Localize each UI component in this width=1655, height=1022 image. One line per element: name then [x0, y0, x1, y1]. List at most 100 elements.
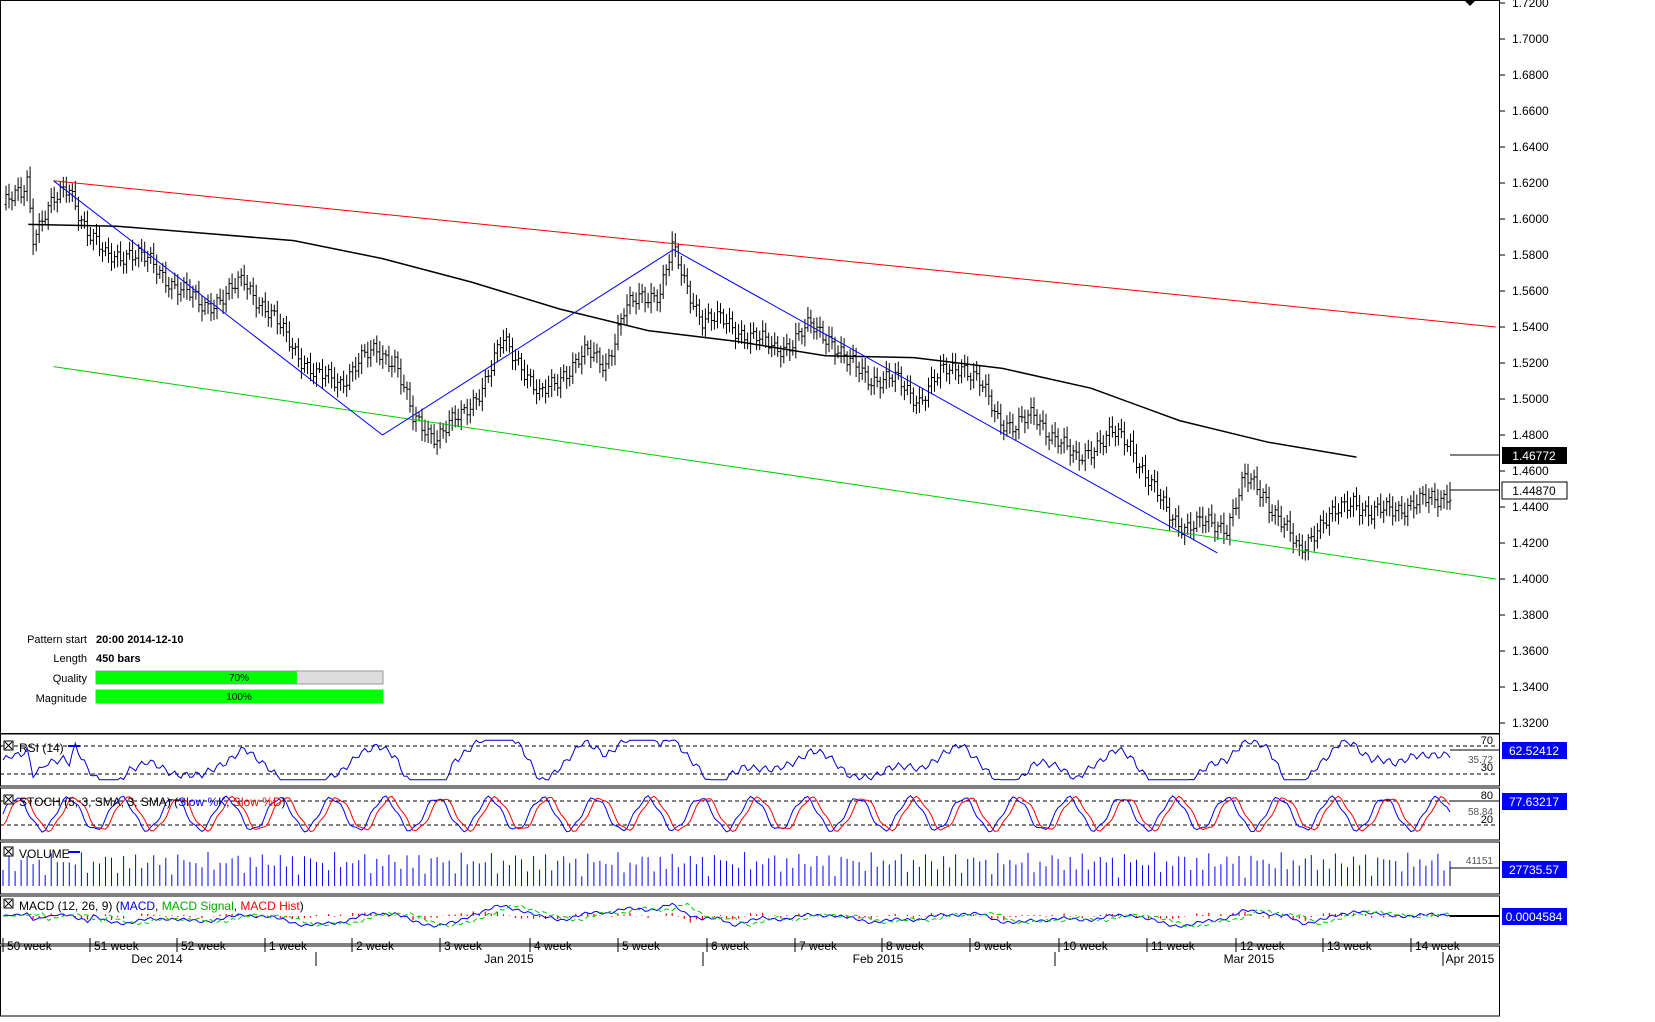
week-label: 10 week: [1063, 939, 1109, 953]
price-tick-label: 1.6800: [1512, 68, 1549, 82]
rsi-pane: RSI (14) 70 30 35.72 62.52412: [0, 735, 1567, 781]
price-tick-label: 1.4400: [1512, 500, 1549, 514]
volume-bars: [2, 852, 1451, 886]
macd-title-sep2: ,: [234, 899, 241, 913]
overlays-group: [28, 180, 1496, 580]
stoch-level-high: 80: [1481, 790, 1493, 802]
support-line: [53, 366, 1496, 580]
price-tick-label: 1.6400: [1512, 140, 1549, 154]
volume-value-label: 27735.57: [1509, 863, 1559, 877]
price-tick-label: 1.5000: [1512, 392, 1549, 406]
volume-close-cross-icon: [4, 847, 13, 856]
rsi-pane-frame: [0, 733, 1500, 787]
macd-title-suffix: ): [300, 899, 304, 913]
month-label: Apr 2015: [1446, 952, 1495, 966]
price-tick-label: 1.5200: [1512, 356, 1549, 370]
stoch-pane: STOCH (5, 3, SMA, 3, SMA) (Slow %K, Slow…: [0, 790, 1567, 833]
quality-bar-text: 70%: [229, 673, 249, 684]
macd-value-label: 0.0004584: [1506, 910, 1563, 924]
price-tick-label: 1.6000: [1512, 212, 1549, 226]
price-tick-label: 1.6600: [1512, 104, 1549, 118]
week-label: 3 week: [444, 939, 483, 953]
price-tick-label: 1.4200: [1512, 536, 1549, 550]
price-tick-label: 1.5600: [1512, 284, 1549, 298]
magnitude-bar-fill: [96, 690, 383, 703]
price-tick-label: 1.6200: [1512, 176, 1549, 190]
length-value: 450 bars: [96, 653, 141, 665]
price-tick-label: 1.5400: [1512, 320, 1549, 334]
stoch-k-line: [2, 795, 1451, 833]
week-label: 8 week: [886, 939, 925, 953]
macd-hist-label: MACD Hist: [240, 899, 300, 913]
week-label: 14 week: [1415, 939, 1461, 953]
rsi-close-cross-icon: [4, 741, 13, 750]
scroll-marker-icon[interactable]: [1464, 0, 1476, 6]
stoch-k-label: Slow %K: [178, 795, 226, 809]
macd-title-sep1: ,: [155, 899, 162, 913]
week-label: 1 week: [269, 939, 308, 953]
price-tick-label: 1.4800: [1512, 428, 1549, 442]
rsi-title: RSI (14): [19, 741, 64, 755]
magnitude-bar-text: 100%: [226, 692, 252, 703]
rsi-value-label: 62.52412: [1509, 744, 1559, 758]
macd-pane: MACD (12, 26, 9) (MACD, MACD Signal, MAC…: [2, 898, 1567, 928]
price-tick-label: 1.4600: [1512, 464, 1549, 478]
price-tick-label: 1.3200: [1512, 716, 1549, 730]
pattern-info-panel: Pattern start 20:00 2014-12-10 Length 45…: [27, 634, 384, 705]
stoch-d-line: [2, 795, 1451, 833]
ma-value-box: 1.46772: [1450, 447, 1567, 464]
pattern-start-value: 20:00 2014-12-10: [96, 634, 183, 646]
month-label: Mar 2015: [1224, 952, 1275, 966]
stoch-title-prefix: STOCH (5, 3, SMA, 3, SMA) (: [19, 795, 178, 809]
price-pane-frame: [0, 0, 1500, 734]
length-label: Length: [53, 653, 87, 665]
magnitude-label: Magnitude: [36, 693, 87, 705]
resistance-line: [53, 180, 1496, 328]
week-label: 12 week: [1240, 939, 1286, 953]
ma-value-label: 1.46772: [1512, 449, 1556, 463]
moving-average-line: [28, 223, 1357, 458]
stoch-level-low: 20: [1481, 814, 1493, 826]
week-label: 51 week: [94, 939, 140, 953]
macd-close-cross-icon: [4, 899, 13, 908]
rsi-level-high: 70: [1481, 735, 1493, 747]
macd-line: [2, 902, 1451, 928]
week-label: 7 week: [799, 939, 838, 953]
price-tick-label: 1.4000: [1512, 572, 1549, 586]
week-label: 52 week: [181, 939, 227, 953]
quality-label: Quality: [53, 673, 88, 685]
month-label: Feb 2015: [853, 952, 904, 966]
week-label: 6 week: [711, 939, 750, 953]
week-label: 11 week: [1151, 939, 1196, 953]
volume-title: VOLUME: [19, 847, 70, 861]
volume-hidden-label: 41151: [1466, 856, 1494, 867]
time-axis: 50 week 51 week 52 week 1 week 2 week 3 week 4…: [2, 938, 1495, 966]
week-label: 9 week: [974, 939, 1013, 953]
week-label: 4 week: [534, 939, 573, 953]
month-label: Dec 2014: [131, 952, 183, 966]
week-label: 5 week: [622, 939, 661, 953]
last-price-label: 1.44870: [1512, 484, 1556, 498]
month-label: Jan 2015: [484, 952, 534, 966]
time-axis-frame: [0, 945, 1500, 1017]
week-label: 50 week: [7, 939, 53, 953]
macd-macd-label: MACD: [120, 899, 156, 913]
stoch-title-suffix: ): [282, 795, 286, 809]
rsi-level-low: 30: [1481, 762, 1493, 774]
price-tick-label: 1.5800: [1512, 248, 1549, 262]
week-label: 13 week: [1327, 939, 1373, 953]
quality-bar-fill: [96, 671, 297, 684]
stoch-title-sep: ,: [226, 795, 233, 809]
macd-title: MACD (12, 26, 9) (MACD, MACD Signal, MAC…: [19, 899, 304, 913]
rsi-hidden-label: 35.72: [1468, 755, 1493, 766]
week-label: 2 week: [356, 939, 395, 953]
price-tick-label: 1.7000: [1512, 32, 1549, 46]
rsi-line: [2, 739, 1451, 781]
candles-group: [4, 166, 1452, 561]
volume-pane: VOLUME 41151 27735.57: [2, 846, 1567, 886]
macd-signal-label: MACD Signal: [162, 899, 234, 913]
stoch-hidden-label: 58.84: [1468, 807, 1493, 818]
last-price-box: 1.44870: [1449, 481, 1568, 500]
